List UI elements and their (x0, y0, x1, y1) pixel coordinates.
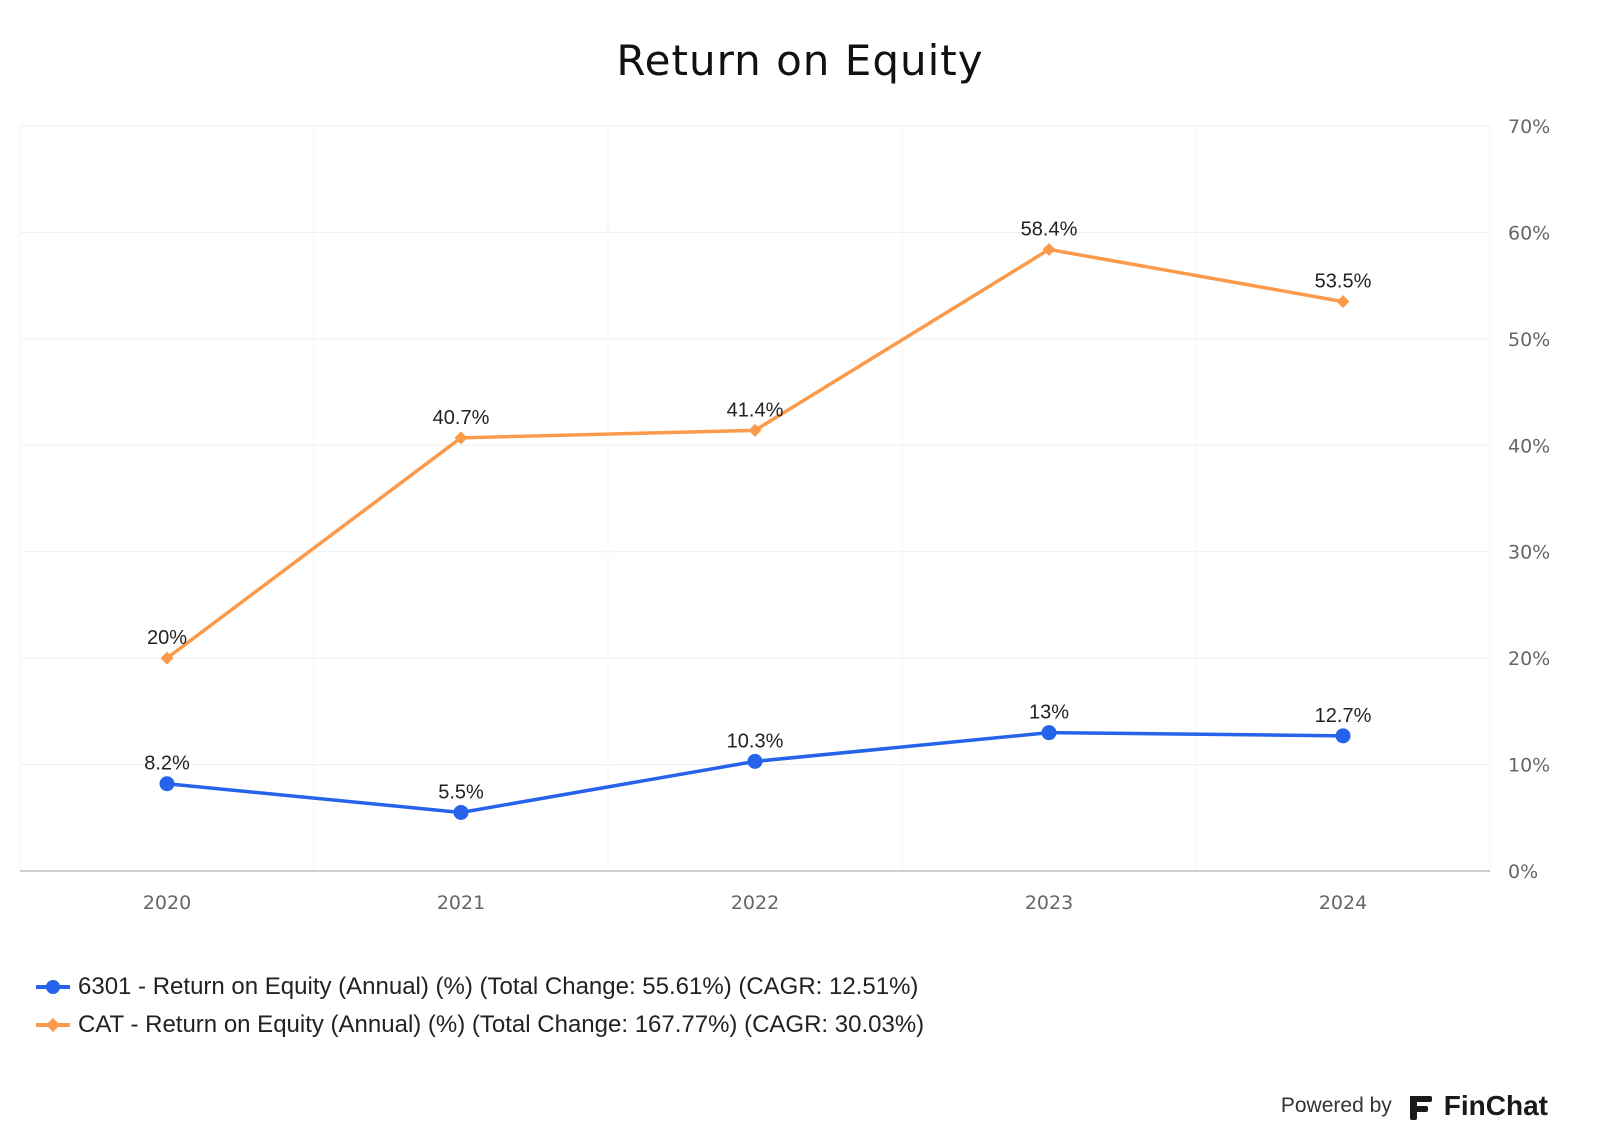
x-tick-label: 2023 (1025, 892, 1073, 914)
y-tick-label: 10% (1508, 755, 1550, 777)
y-tick-label: 30% (1508, 542, 1550, 564)
y-tick-label: 70% (1508, 116, 1550, 138)
y-tick-label: 0% (1508, 861, 1538, 883)
data-point[interactable] (747, 753, 763, 769)
series-layer (159, 242, 1351, 820)
line-chart: 0% 10% 20% 30% 40% 50% 60% 70% 2020 2021 2022 2023 2… (19, 116, 1550, 914)
series-line-1 (165, 247, 1345, 660)
legend-label-6301: 6301 - Return on Equity (Annual) (%) (To… (78, 973, 919, 1000)
legend-item-cat[interactable]: CAT - Return on Equity (Annual) (%) (Tot… (36, 1006, 924, 1044)
data-label: 12.7% (1315, 705, 1372, 727)
legend-label-cat: CAT - Return on Equity (Annual) (%) (Tot… (78, 1011, 925, 1038)
legend-marker-cat (36, 1015, 70, 1035)
data-point[interactable] (454, 431, 468, 445)
data-label: 41.4% (727, 399, 784, 421)
x-tick-label: 2021 (437, 892, 485, 914)
data-label: 20% (147, 627, 187, 649)
chart-title: Return on Equity (616, 36, 984, 85)
data-point[interactable] (453, 804, 469, 820)
x-tick-label: 2024 (1319, 892, 1367, 914)
data-labels: 8.2% 5.5% 10.3% 13% 12.7% 20% 40.7% 41.4% 58.4% 5… (144, 218, 1371, 803)
finchat-logo-icon (1409, 1096, 1432, 1120)
powered-by-text: Powered by (1280, 1094, 1392, 1117)
data-point[interactable] (159, 776, 175, 792)
y-tick-label: 20% (1508, 648, 1550, 670)
data-point[interactable] (1336, 295, 1350, 309)
powered-by-footer[interactable]: Powered by FinChat (1281, 1086, 1548, 1126)
finchat-brand: FinChat (1443, 1090, 1548, 1121)
legend-marker-6301 (36, 977, 70, 997)
data-point[interactable] (1041, 725, 1057, 741)
data-label: 5.5% (438, 781, 484, 803)
data-label: 10.3% (727, 730, 784, 752)
data-label: 13% (1029, 702, 1069, 724)
x-tick-label: 2020 (143, 892, 191, 914)
data-point[interactable] (1042, 242, 1056, 256)
legend-item-6301[interactable]: 6301 - Return on Equity (Annual) (%) (To… (36, 968, 924, 1006)
legend: 6301 - Return on Equity (Annual) (%) (To… (36, 968, 924, 1044)
data-label: 8.2% (144, 753, 190, 775)
x-tick-label: 2022 (731, 892, 779, 914)
data-label: 53.5% (1315, 271, 1372, 293)
y-tick-label: 60% (1508, 222, 1550, 244)
y-tick-label: 40% (1508, 435, 1550, 457)
data-label: 40.7% (433, 407, 490, 429)
data-point[interactable] (1335, 728, 1351, 744)
data-label: 58.4% (1021, 218, 1078, 240)
y-tick-label: 50% (1508, 329, 1550, 351)
data-point[interactable] (160, 651, 174, 665)
data-point[interactable] (748, 423, 762, 437)
axes: 0% 10% 20% 30% 40% 50% 60% 70% 2020 2021 2022 2023 2… (20, 116, 1550, 914)
